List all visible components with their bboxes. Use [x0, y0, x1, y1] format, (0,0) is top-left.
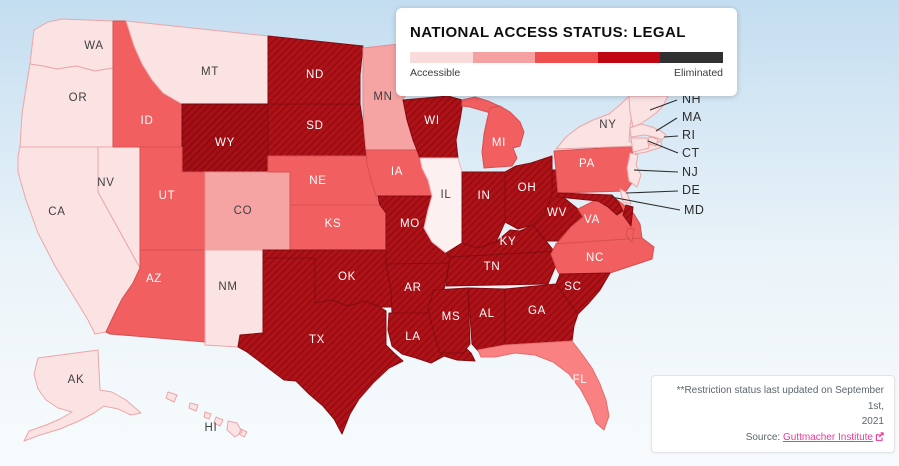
- state-label-ms: MS: [442, 311, 461, 323]
- state-label-id: ID: [141, 115, 154, 127]
- state-label-nc: NC: [586, 252, 604, 264]
- state-label-tn: TN: [484, 261, 501, 273]
- callout-label-nj: NJ: [682, 165, 698, 179]
- state-fl[interactable]: [477, 340, 610, 431]
- state-hi[interactable]: [165, 391, 248, 438]
- state-label-tx: TX: [309, 334, 325, 346]
- state-label-fl: FL: [573, 374, 588, 386]
- callout-line-ma: [655, 117, 678, 132]
- state-label-ks: KS: [325, 218, 342, 230]
- callout-label-de: DE: [682, 183, 700, 197]
- state-label-ut: UT: [159, 190, 176, 202]
- legend-title: NATIONAL ACCESS STATUS: LEGAL: [410, 24, 686, 41]
- state-label-co: CO: [234, 205, 253, 217]
- callout-line-de: [625, 190, 679, 194]
- state-label-az: AZ: [146, 273, 162, 285]
- state-label-wi: WI: [424, 115, 439, 127]
- legend-card: NATIONAL ACCESS STATUS: LEGAL Accessible…: [396, 8, 737, 96]
- callout-label-ri: RI: [682, 128, 696, 142]
- state-ak[interactable]: [23, 349, 142, 442]
- state-label-ak: AK: [68, 374, 85, 386]
- state-label-ia: IA: [391, 166, 403, 178]
- state-mi[interactable]: [481, 105, 525, 169]
- state-labels-layer: WA OR CA NV ID MT WY UT CO AZ NM ND SD N…: [48, 40, 616, 434]
- state-label-sd: SD: [306, 120, 323, 132]
- callout-line-nj: [633, 169, 679, 173]
- callout-label-ma: MA: [682, 110, 702, 124]
- state-ny[interactable]: [555, 95, 663, 155]
- state-label-al: AL: [479, 308, 494, 320]
- state-label-la: LA: [405, 331, 420, 343]
- callout-line-ct: [647, 140, 679, 154]
- state-label-il: IL: [441, 189, 452, 201]
- legend-segment-4: [597, 52, 661, 63]
- legend-segment-1: [410, 52, 473, 63]
- attribution-card: **Restriction status last updated on Sep…: [651, 375, 895, 453]
- state-label-mi: MI: [492, 137, 506, 149]
- state-label-ca: CA: [48, 206, 65, 218]
- state-label-ga: GA: [528, 305, 546, 317]
- state-label-mo: MO: [400, 218, 420, 230]
- guttmacher-link[interactable]: Guttmacher Institute: [782, 431, 873, 443]
- legend-segment-5: [660, 52, 723, 63]
- state-label-or: OR: [69, 92, 88, 104]
- callout-line-nh: [649, 99, 678, 111]
- attribution-note-line1: **Restriction status last updated on Sep…: [676, 385, 884, 412]
- state-label-va: VA: [584, 214, 600, 226]
- state-in[interactable]: [461, 171, 506, 249]
- state-label-wy: WY: [215, 137, 235, 149]
- state-label-oh: OH: [518, 182, 537, 194]
- state-ma[interactable]: [629, 123, 667, 141]
- legend-segment-3: [535, 52, 598, 63]
- state-label-wa: WA: [84, 40, 104, 52]
- state-label-mn: MN: [373, 91, 392, 103]
- state-tn[interactable]: [445, 250, 563, 287]
- legend-left-label: Accessible: [410, 67, 461, 79]
- state-label-in: IN: [478, 190, 491, 202]
- state-label-mt: MT: [201, 66, 219, 78]
- state-label-ar: AR: [404, 282, 421, 294]
- state-label-pa: PA: [579, 158, 595, 170]
- callout-label-ct: CT: [682, 146, 700, 160]
- state-va-eastern-shore[interactable]: [625, 227, 635, 243]
- callout-line-ri: [663, 135, 679, 138]
- state-label-ne: NE: [309, 175, 326, 187]
- state-label-ky: KY: [500, 236, 517, 248]
- external-link-icon: [873, 431, 884, 443]
- state-ct[interactable]: [630, 137, 650, 153]
- state-al[interactable]: [467, 287, 506, 356]
- state-label-nm: NM: [218, 281, 237, 293]
- attribution-source-line: Source: Guttmacher Institute: [662, 430, 884, 446]
- attribution-source-prefix: Source:: [745, 431, 783, 443]
- state-label-ny: NY: [599, 119, 616, 131]
- attribution-note-line2: 2021: [861, 416, 884, 427]
- state-new-england[interactable]: [628, 95, 669, 128]
- state-label-ok: OK: [338, 271, 356, 283]
- legend-scale-bar: [410, 52, 723, 63]
- callout-line-md: [610, 196, 681, 211]
- state-label-wv: WV: [547, 207, 567, 219]
- state-or[interactable]: [19, 63, 114, 148]
- legend-segment-2: [472, 52, 536, 63]
- state-label-sc: SC: [564, 281, 581, 293]
- state-nm[interactable]: [204, 249, 264, 348]
- state-label-nd: ND: [306, 69, 324, 81]
- state-label-hi: HI: [205, 422, 218, 434]
- legend-right-label: Eliminated: [673, 67, 723, 79]
- state-label-nv: NV: [97, 177, 114, 189]
- callout-label-md: MD: [684, 203, 704, 217]
